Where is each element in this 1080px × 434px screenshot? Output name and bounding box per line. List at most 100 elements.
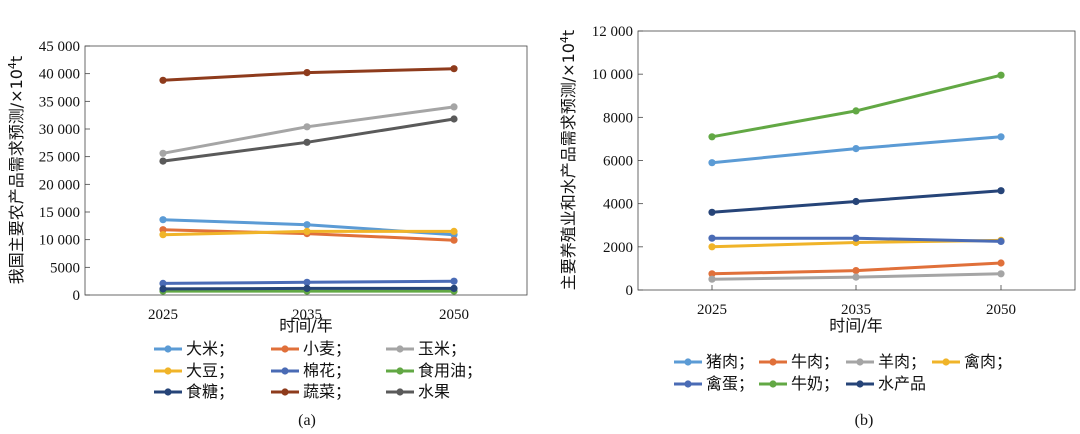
data-point [159, 279, 167, 287]
y-tick-label: 5000 [50, 260, 80, 276]
data-point [159, 157, 167, 165]
plot-frame [84, 45, 528, 296]
data-point [997, 71, 1005, 79]
legend-label: 玉米； [418, 339, 466, 358]
plot-frame [637, 30, 1076, 291]
data-point [303, 69, 311, 77]
data-point [450, 65, 458, 73]
legend-marker [942, 358, 950, 366]
y-tick-label: 10 000 [39, 233, 80, 249]
y-tick-label: 45 000 [39, 39, 80, 55]
legend-label: 禽肉； [964, 352, 1012, 371]
panel-caption: (b) [855, 412, 874, 429]
y-axis-label: 主要养殖业和水产品需求预测/×104t [558, 30, 579, 290]
legend-label: 牛奶； [791, 374, 839, 393]
data-point [708, 234, 716, 242]
data-point [303, 284, 311, 292]
legend-marker [281, 345, 289, 353]
legend-marker [396, 388, 404, 396]
y-tick-label: 8000 [603, 110, 633, 126]
data-point [708, 270, 716, 278]
y-tick-label: 25 000 [39, 150, 80, 166]
y-tick-label: 10 000 [592, 67, 633, 83]
y-tick-label: 2000 [603, 240, 633, 256]
data-point [997, 259, 1005, 267]
data-point [852, 107, 860, 115]
data-point [159, 231, 167, 239]
x-tick-label: 2025 [148, 307, 178, 323]
legend-label: 棉花； [303, 361, 351, 380]
y-axis-label: 我国主要农产品需求预测/×104t [6, 56, 27, 284]
legend-label: 禽蛋； [706, 374, 754, 393]
legend-label: 水果 [418, 382, 450, 401]
panel-a: 0 5000 10 000 15 000 20 000 25 000 30 000 35 00… [6, 39, 528, 429]
data-point [450, 284, 458, 292]
legend-marker [396, 367, 404, 375]
data-point [852, 145, 860, 153]
data-point [997, 187, 1005, 195]
legend-label: 大豆； [186, 361, 234, 380]
panel-b: 0 2000 4000 6000 8000 10 000 12 000 2025 2035 205… [558, 24, 1076, 429]
panel-caption: (a) [298, 412, 316, 429]
legend-label: 羊肉； [878, 352, 926, 371]
legend-marker [281, 367, 289, 375]
data-point [303, 138, 311, 146]
data-point [450, 115, 458, 123]
y-tick-label: 35 000 [39, 94, 80, 110]
series-line [711, 73, 1002, 139]
legend-marker [684, 358, 692, 366]
data-point [303, 278, 311, 286]
legend-marker [164, 388, 172, 396]
legend-marker [164, 345, 172, 353]
data-point [852, 273, 860, 281]
x-tick-label: 2025 [697, 302, 727, 318]
legend-label: 大米； [186, 339, 234, 358]
x-tick-label: 2050 [439, 307, 469, 323]
y-tick-label: 0 [626, 283, 634, 299]
data-point [159, 285, 167, 293]
legend-marker [769, 358, 777, 366]
y-tick-label: 30 000 [39, 122, 80, 138]
legend-label: 食糖； [186, 382, 234, 401]
x-tick-label: 2035 [292, 307, 322, 323]
data-point [159, 216, 167, 224]
y-tick-label: 40 000 [39, 67, 80, 83]
data-point [852, 267, 860, 275]
legend-label: 蔬菜； [303, 382, 351, 401]
y-tick-label: 6000 [603, 154, 633, 170]
x-tick-label: 2050 [986, 302, 1016, 318]
legend-label: 小麦； [303, 339, 351, 358]
legend-marker [856, 380, 864, 388]
data-point [159, 226, 167, 234]
data-point [159, 76, 167, 84]
data-point [450, 277, 458, 285]
legend-label: 食用油； [418, 361, 482, 380]
legend-label: 猪肉； [706, 352, 754, 371]
data-point [852, 234, 860, 242]
series-line [162, 105, 455, 155]
legend-marker [856, 358, 864, 366]
data-point [159, 149, 167, 157]
data-point [997, 237, 1005, 245]
data-point [303, 123, 311, 131]
legend-marker [281, 388, 289, 396]
data-point [852, 197, 860, 206]
data-point [450, 236, 458, 244]
data-point [303, 221, 311, 229]
x-axis-label: 时间/年 [829, 316, 882, 335]
legend-marker [684, 380, 692, 388]
data-point [997, 270, 1005, 278]
legend-marker [164, 367, 172, 375]
y-tick-label: 4000 [603, 197, 633, 213]
data-point [303, 227, 311, 235]
data-point [708, 133, 716, 141]
legend-marker [396, 345, 404, 353]
legend-marker [769, 380, 777, 388]
legend-label: 水产品 [878, 374, 926, 393]
y-tick-label: 15 000 [39, 205, 80, 221]
x-tick-label: 2035 [841, 302, 871, 318]
x-axis-label: 时间/年 [279, 316, 332, 335]
data-point [450, 227, 458, 235]
y-tick-label: 0 [73, 288, 81, 304]
